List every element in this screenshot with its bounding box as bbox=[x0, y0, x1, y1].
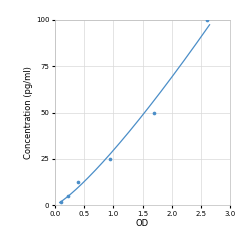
Point bbox=[76, 180, 80, 184]
Point bbox=[66, 194, 70, 198]
Point bbox=[205, 18, 209, 22]
X-axis label: OD: OD bbox=[136, 219, 149, 228]
Point bbox=[59, 200, 63, 204]
Point bbox=[108, 157, 112, 161]
Y-axis label: Concentration (pg/ml): Concentration (pg/ml) bbox=[24, 66, 33, 159]
Point bbox=[152, 110, 156, 114]
